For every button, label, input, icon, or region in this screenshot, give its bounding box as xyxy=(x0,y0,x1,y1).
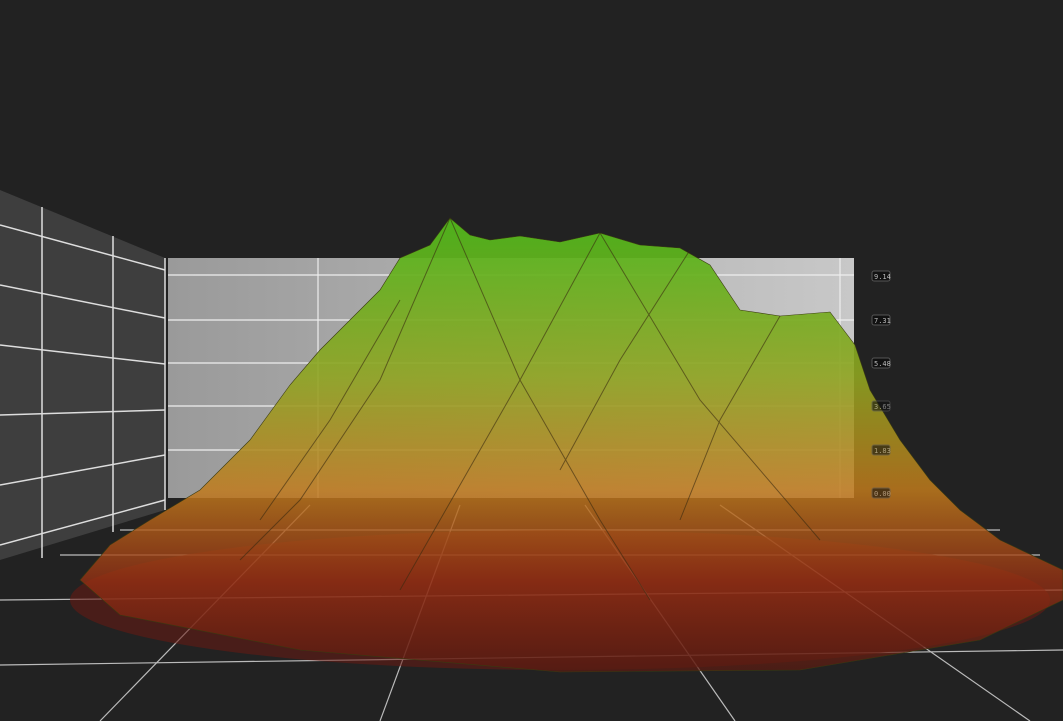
z-tick: 9.14 xyxy=(871,270,891,282)
z-tick-label: 7.31 xyxy=(874,317,891,325)
z-tick: 7.31 xyxy=(871,314,891,326)
z-tick-label: 3.65 xyxy=(874,403,891,411)
left-wall xyxy=(0,190,166,560)
z-tick-label: 9.14 xyxy=(874,273,891,281)
z-tick: 0.00 xyxy=(871,487,891,499)
z-tick: 5.48 xyxy=(871,357,891,369)
z-tick: 1.83 xyxy=(871,444,891,456)
z-axis: 9.14 7.31 5.48 3.65 1.83 0.00 xyxy=(871,270,891,499)
surface-mesh xyxy=(79,217,1063,673)
z-tick-label: 1.83 xyxy=(874,447,891,455)
z-tick-label: 0.00 xyxy=(874,490,891,498)
z-tick-label: 5.48 xyxy=(874,360,891,368)
z-tick: 3.65 xyxy=(871,400,891,412)
surface-ridges xyxy=(239,217,821,601)
